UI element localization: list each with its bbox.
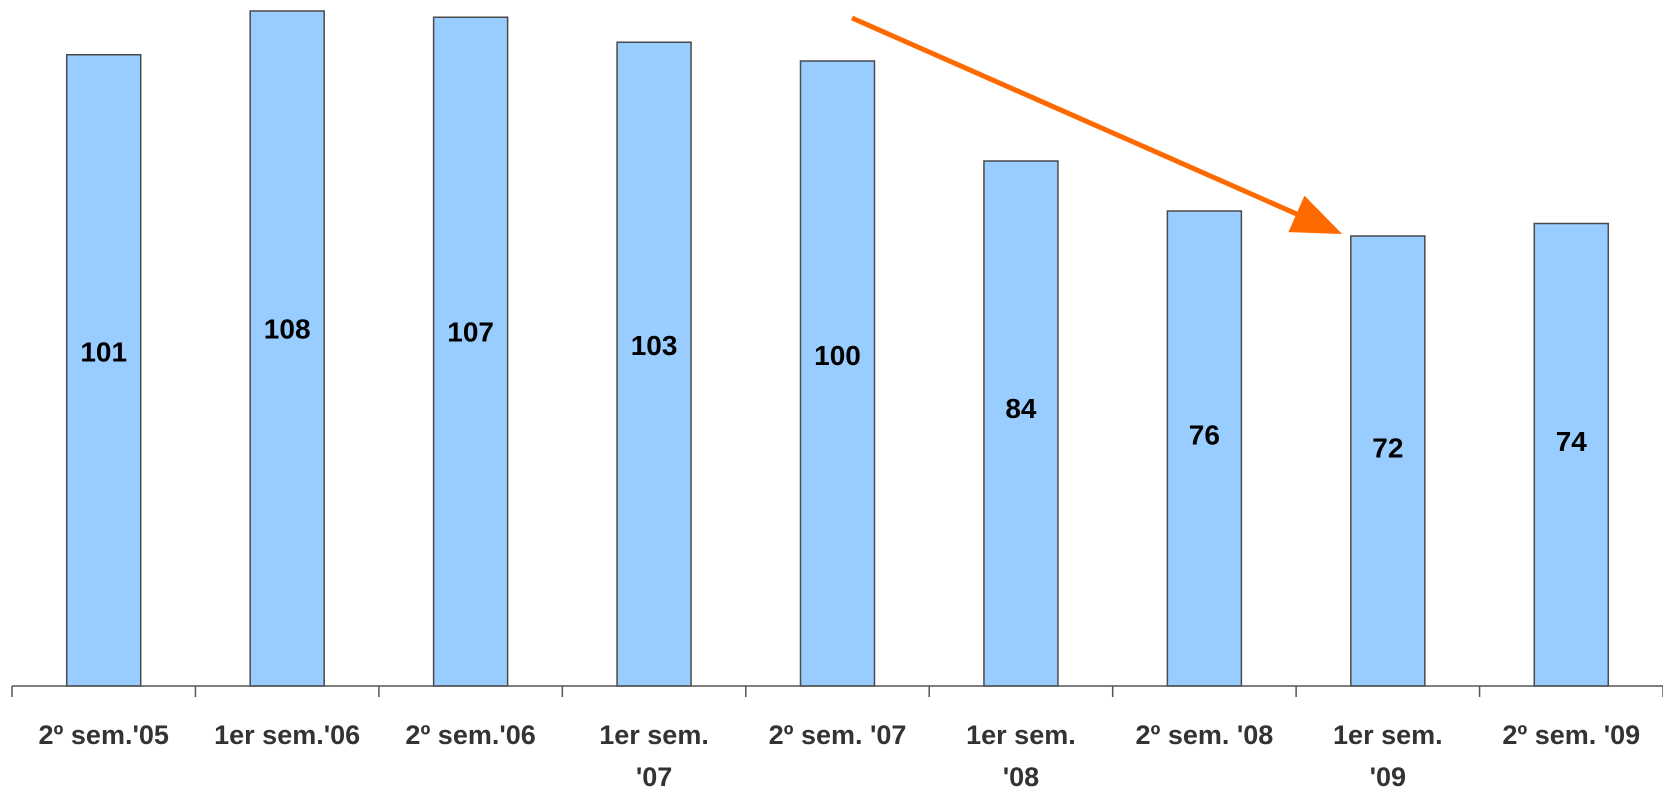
data-label: 74	[1556, 426, 1588, 457]
data-label: 72	[1372, 433, 1403, 464]
bar	[1350, 235, 1426, 687]
category-label: 1er sem. '09	[1333, 720, 1443, 789]
bar	[1533, 222, 1610, 687]
data-label: 108	[264, 313, 311, 344]
category-label: 2º sem. '08	[1135, 720, 1273, 750]
data-label: 84	[1005, 393, 1037, 424]
category-label: 2º sem. '07	[769, 720, 907, 750]
trend-arrow	[850, 15, 1343, 235]
bar	[1166, 210, 1243, 687]
bar	[616, 41, 692, 687]
bar	[799, 60, 876, 687]
data-label: 101	[80, 336, 127, 367]
bar	[249, 10, 325, 687]
data-label: 103	[631, 330, 678, 361]
category-label: 1er sem. '07	[599, 720, 709, 789]
bar	[432, 16, 509, 687]
category-label: 2º sem. '09	[1502, 720, 1640, 750]
category-label: 2º sem.'05	[39, 720, 169, 750]
category-label: 1er sem. '08	[966, 720, 1076, 789]
bar	[65, 54, 142, 687]
category-label: 2º sem.'06	[405, 720, 535, 750]
data-label: 100	[814, 340, 861, 371]
bar	[983, 160, 1059, 687]
data-label: 76	[1189, 419, 1220, 450]
category-label: 1er sem.'06	[214, 720, 360, 750]
data-label: 107	[447, 317, 494, 348]
